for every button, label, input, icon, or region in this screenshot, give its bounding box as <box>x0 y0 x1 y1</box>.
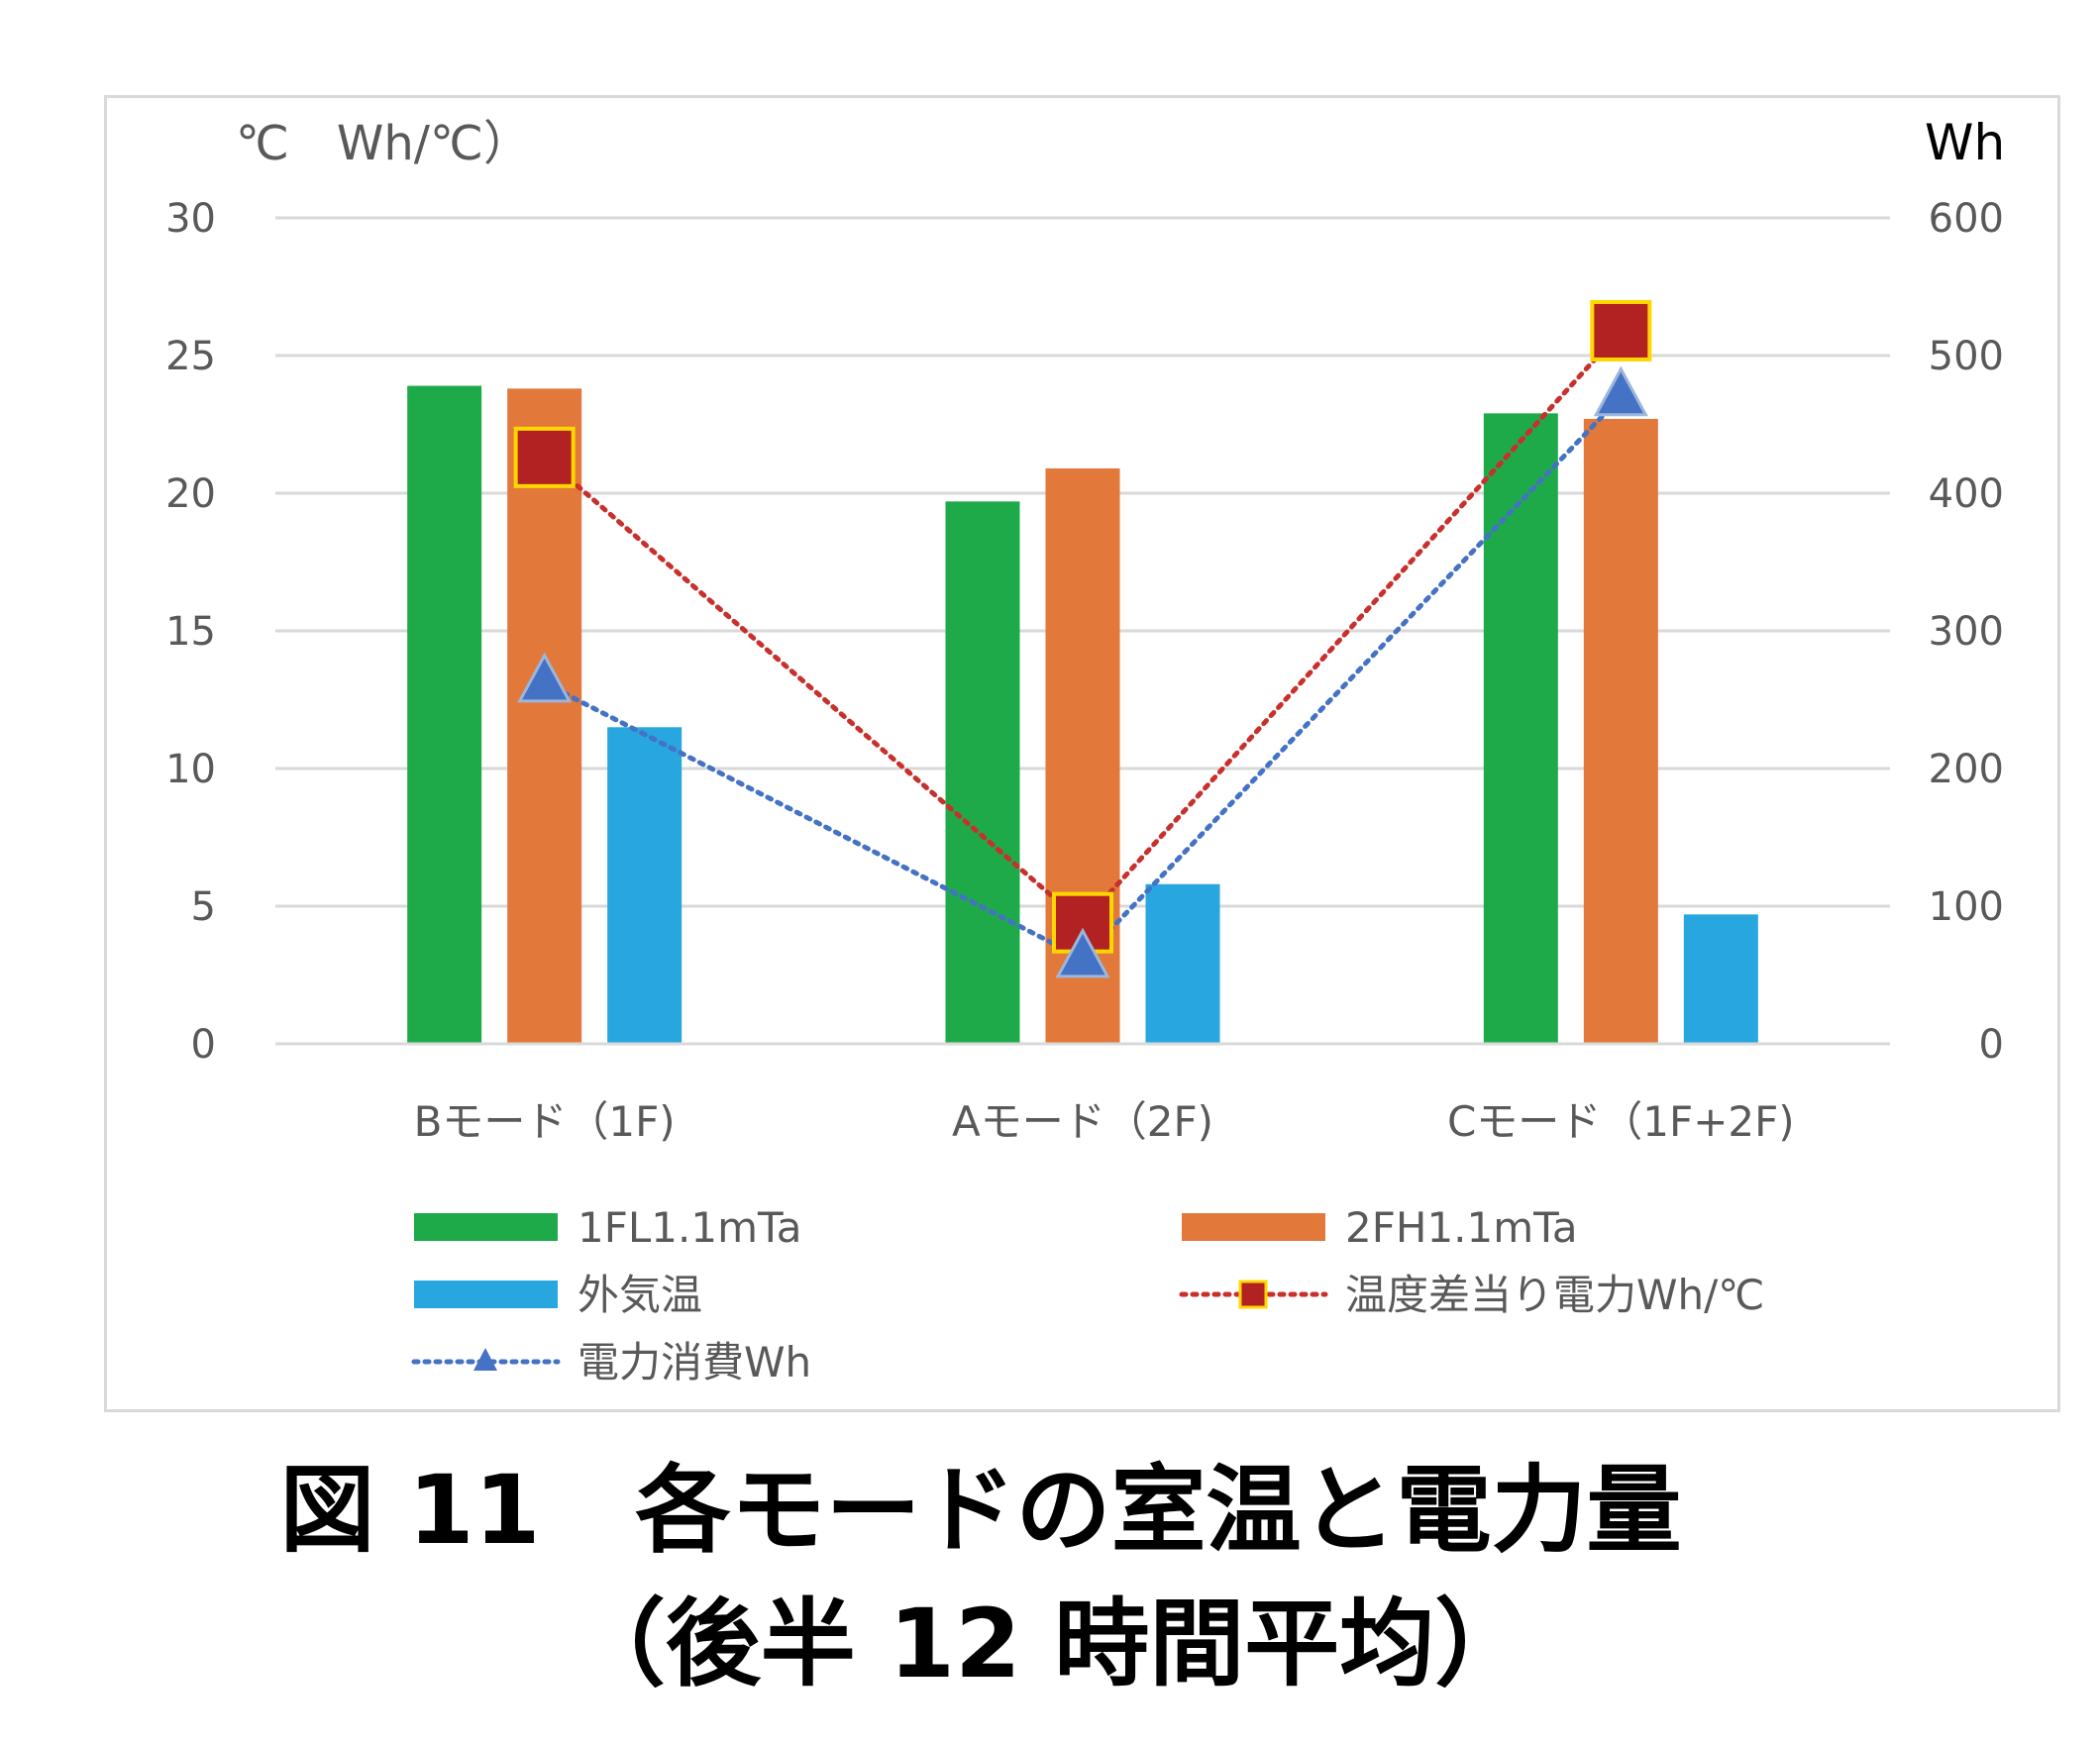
right-tick-label: 100 <box>1929 884 2004 930</box>
category-label: Cモード（1F+2F) <box>1447 1097 1795 1146</box>
left-tick-label: 15 <box>165 609 216 655</box>
right-tick-label: 600 <box>1929 196 2004 242</box>
line-marker-triangle <box>1055 927 1110 978</box>
category-label: Bモード（1F) <box>414 1097 676 1146</box>
line-marker-square <box>1590 299 1652 361</box>
category-labels: Bモード（1F) Aモード（2F) Cモード（1F+2F) <box>414 1097 1795 1146</box>
caption-subtitle: （後半 12 時間平均） <box>570 1589 1530 1699</box>
bar <box>607 727 682 1044</box>
right-tick-label: 500 <box>1929 334 2004 379</box>
right-tick-label: 0 <box>1979 1022 2004 1068</box>
left-tick-label: 10 <box>165 747 216 792</box>
legend-marker-square <box>1238 1280 1268 1309</box>
legend-label: 2FH1.1mTa <box>1345 1203 1578 1252</box>
chart-frame: 0 5 10 15 20 25 30 0 100 200 300 400 500 600 ℃ Wh/℃）… <box>104 95 2060 1412</box>
legend-swatch <box>414 1213 558 1241</box>
chart-svg: 0 5 10 15 20 25 30 0 100 200 300 400 500 600 ℃ Wh/℃）… <box>165 114 2005 1386</box>
bar <box>1145 883 1220 1044</box>
left-tick-label: 25 <box>165 334 216 379</box>
line-marker-triangle <box>1593 365 1648 417</box>
category-label: Aモード（2F) <box>952 1097 1213 1146</box>
bar <box>1583 418 1658 1044</box>
line-marker-square <box>513 426 576 488</box>
caption-title: 図 11 各モードの室温と電力量 <box>279 1455 1682 1566</box>
legend-swatch <box>414 1281 558 1308</box>
line-marker-triangle <box>517 652 573 703</box>
legend-label: 1FL1.1mTa <box>578 1203 801 1252</box>
right-axis-ticks: 0 100 200 300 400 500 600 <box>1929 196 2004 1068</box>
legend-label: 電力消費Wh <box>578 1338 811 1386</box>
legend-swatch <box>1182 1213 1325 1241</box>
right-axis-unit-label: Wh <box>1925 114 2005 171</box>
right-tick-label: 300 <box>1929 609 2004 655</box>
left-tick-label: 20 <box>165 471 216 517</box>
legend: 1FL1.1mTa 2FH1.1mTa 外気温 温度差当り電力Wh/℃ 電力消費Wh <box>411 1203 1764 1386</box>
bar <box>1683 914 1758 1044</box>
figure-caption: 図 11 各モードの室温と電力量 （後半 12 時間平均） <box>0 1446 2100 1713</box>
lines <box>513 299 1652 978</box>
right-tick-label: 400 <box>1929 471 2004 517</box>
left-axis-ticks: 0 5 10 15 20 25 30 <box>165 196 216 1068</box>
right-tick-label: 200 <box>1929 747 2004 792</box>
legend-label: 外気温 <box>578 1271 702 1319</box>
legend-marker-triangle <box>473 1348 497 1371</box>
bar <box>1483 413 1558 1044</box>
left-tick-label: 0 <box>191 1022 216 1068</box>
left-axis-unit-label: ℃ Wh/℃） <box>236 116 531 171</box>
left-tick-label: 30 <box>165 196 216 242</box>
legend-label: 温度差当り電力Wh/℃ <box>1345 1271 1764 1319</box>
left-tick-label: 5 <box>191 884 216 930</box>
bar <box>945 501 1020 1045</box>
bar <box>407 385 482 1045</box>
bar <box>507 388 582 1044</box>
